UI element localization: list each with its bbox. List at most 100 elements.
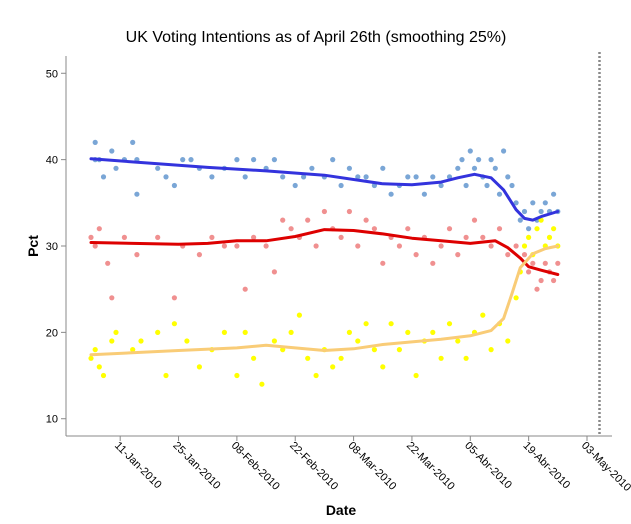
data-point [209,174,215,180]
data-point [555,260,561,266]
y-tick-label: 20 [46,327,58,339]
data-point [305,217,311,223]
data-point [467,148,473,154]
data-point [534,226,540,232]
data-point [313,372,319,379]
data-point [405,329,411,335]
data-point [496,191,503,197]
data-point [346,165,352,171]
data-point [96,226,102,232]
data-point [480,234,486,240]
x-axis-label: Date [326,502,357,518]
data-point [209,234,215,240]
data-point [292,182,298,189]
data-point [338,234,344,240]
data-point [330,157,336,163]
data-point [505,338,511,344]
y-tick-label: 30 [46,241,58,253]
data-point [196,252,202,258]
x-tick-label: 08-Mar-2010 [345,440,398,493]
data-point [513,243,519,249]
data-point [380,364,386,370]
data-point [88,355,94,361]
data-point [171,295,177,301]
data-point [513,200,519,206]
data-point [134,252,140,258]
data-point [517,217,523,223]
data-point [242,286,248,292]
data-point [188,157,194,163]
data-point [184,338,190,344]
data-point [100,174,107,180]
data-point [463,355,469,361]
data-point [313,243,319,249]
data-point [155,165,161,171]
data-point [259,381,265,387]
data-point [396,347,402,353]
data-point [505,174,511,180]
data-point [488,347,494,353]
data-point [263,243,269,249]
data-point [321,208,327,215]
data-point [438,243,444,249]
chart-title: UK Voting Intentions as of April 26th (s… [126,29,507,46]
data-point [109,148,115,154]
data-point [513,295,519,301]
data-point [88,234,94,240]
data-point [551,191,557,197]
data-point [330,364,336,370]
data-point [380,260,386,266]
data-point [530,260,536,266]
data-point [538,208,544,215]
data-point [380,165,386,171]
data-point [121,234,127,240]
data-point [288,329,294,335]
data-point [488,157,494,163]
y-tick-label: 10 [46,414,58,426]
x-tick-label: 22-Feb-2010 [287,440,340,493]
data-point [463,182,469,189]
data-point [421,191,427,197]
data-point [363,217,369,223]
data-point [130,347,136,353]
trend-line [89,244,560,357]
data-point [542,260,548,266]
x-tick-label: 22-Mar-2010 [404,440,457,493]
y-axis-label: Pct [25,235,41,257]
data-point [301,174,307,180]
data-point [271,269,277,275]
data-point [521,243,528,249]
data-point [171,182,177,189]
data-point [92,139,98,145]
data-point [534,286,540,292]
data-point [430,174,436,180]
data-point [280,217,286,223]
data-point [413,174,419,180]
data-point [109,295,115,301]
data-point [171,321,177,327]
data-point [234,372,240,379]
data-point [338,355,344,361]
data-point [96,364,102,370]
data-point [271,157,277,163]
data-point [521,208,528,215]
x-tick-label: 11-Jan-2010 [112,440,164,492]
data-point [471,165,478,171]
x-tick-label: 03-May-2010 [579,440,631,494]
data-point [180,157,186,163]
trend-line [89,157,560,222]
data-point [355,243,361,249]
data-point [413,252,419,258]
data-point [455,252,461,258]
data-point [480,312,486,318]
data-point [446,321,453,327]
data-point [526,234,532,240]
x-tick-label: 25-Jan-2010 [170,440,222,492]
data-point [280,174,286,180]
data-point [363,174,369,180]
data-point [526,226,532,232]
data-point [551,226,557,232]
data-point [363,321,369,327]
data-point [251,355,257,361]
